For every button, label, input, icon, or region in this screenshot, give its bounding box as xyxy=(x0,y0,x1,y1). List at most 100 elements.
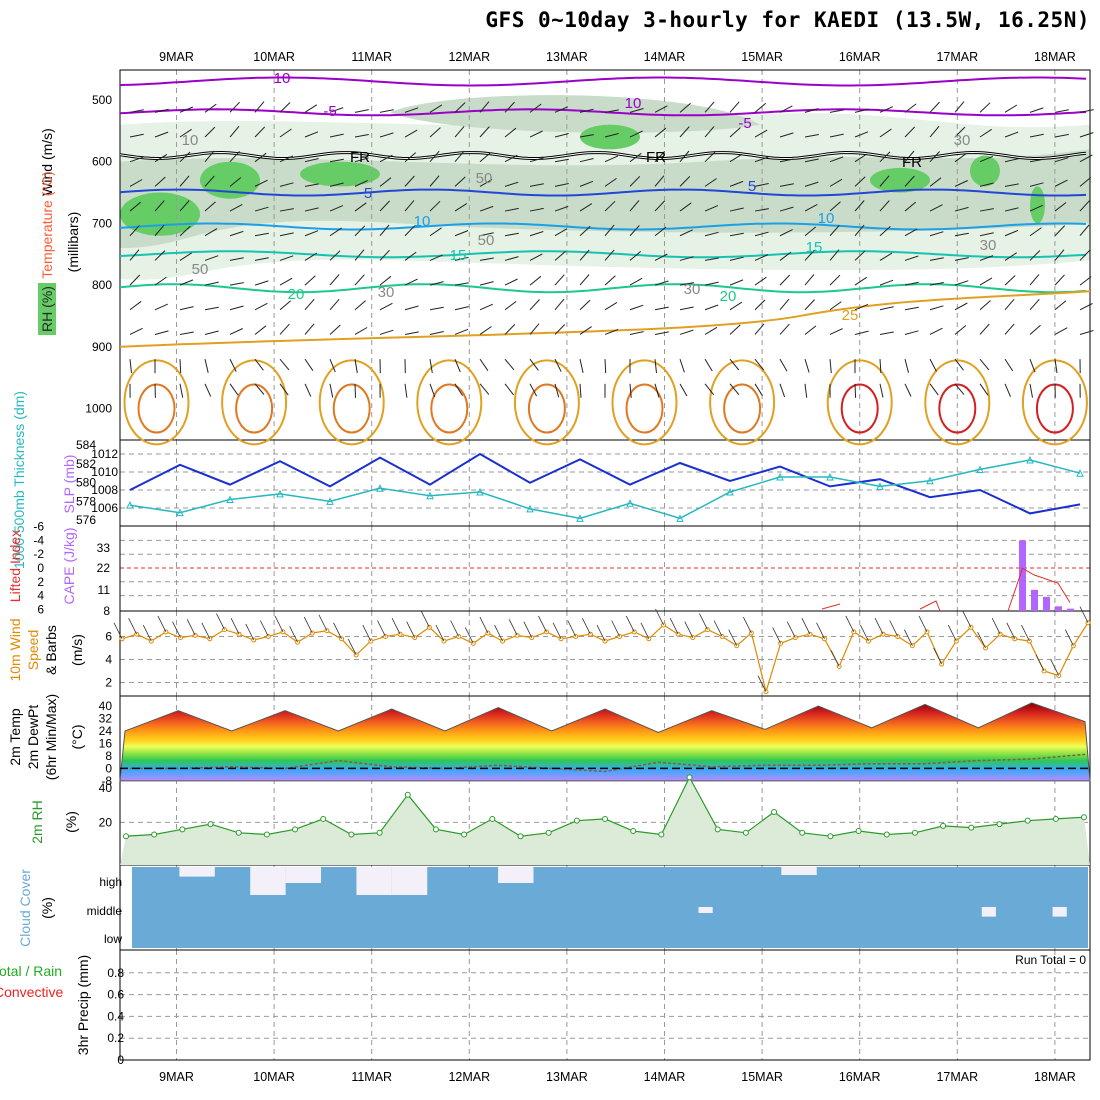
wind-barb xyxy=(554,274,565,286)
wind-barb xyxy=(729,301,743,311)
wind-barb xyxy=(654,383,660,398)
wind-barb xyxy=(329,158,344,163)
wind-barb xyxy=(554,205,569,212)
wind10-barb xyxy=(186,619,196,636)
slp-line xyxy=(129,452,1081,515)
wind-barb xyxy=(304,158,319,163)
wind-barb xyxy=(604,155,619,163)
contour-label: FR xyxy=(902,154,922,171)
wind10-barb xyxy=(538,615,547,633)
wind-barb xyxy=(179,331,194,335)
wind-barb xyxy=(479,205,494,212)
wind-barb xyxy=(779,323,790,335)
cape-tick: 33 xyxy=(97,541,111,555)
cloud-high-gap xyxy=(498,867,534,883)
wind10-barb xyxy=(860,624,869,642)
rh-marker xyxy=(292,826,299,833)
wind-barb xyxy=(254,383,265,395)
wind10-barb xyxy=(874,618,884,635)
thickness-marker xyxy=(126,501,134,509)
wind-barb xyxy=(504,383,514,396)
contour-label: -5 xyxy=(738,115,751,132)
wind-barb xyxy=(529,253,543,261)
wind-barb xyxy=(1054,109,1069,113)
run-total: Run Total = 0 xyxy=(1015,953,1086,967)
wind-barb xyxy=(304,207,319,212)
wind-barb xyxy=(804,274,815,286)
cloud-high-gap xyxy=(391,867,428,895)
ylabel-precip: 3hr Precip (mm) xyxy=(75,955,91,1055)
wind-barb xyxy=(1029,298,1040,311)
wind-barb xyxy=(729,101,740,113)
contour-label: 10 xyxy=(414,213,431,230)
wind-barb xyxy=(1079,154,1093,163)
wind-barb xyxy=(879,359,882,374)
wind-barb xyxy=(829,301,842,311)
wind-barb xyxy=(154,330,169,335)
wind-barb xyxy=(354,327,368,335)
wind-barb xyxy=(979,128,992,138)
rh-marker xyxy=(489,815,496,822)
wind-barb xyxy=(629,225,640,237)
wind-barb xyxy=(679,202,692,212)
wind-barb xyxy=(579,134,594,138)
rh-shade-70 xyxy=(580,124,640,150)
rh-marker xyxy=(461,831,468,838)
ylabel-rh-unit: (%) xyxy=(63,811,79,833)
wind-barb xyxy=(1079,303,1093,311)
contour-label: 15 xyxy=(806,239,823,256)
wind-barb xyxy=(529,207,544,212)
rh-marker xyxy=(827,833,834,840)
wind-barb xyxy=(954,325,967,335)
wind-barb xyxy=(129,249,140,261)
wind-barb xyxy=(379,302,393,311)
rh-marker xyxy=(432,826,439,833)
wind-barb xyxy=(379,200,390,212)
wind-barb xyxy=(579,203,593,212)
wind-barb xyxy=(329,274,340,286)
wind-barb xyxy=(354,179,368,187)
wind10-barb xyxy=(1035,654,1045,672)
rh-marker xyxy=(235,829,242,836)
wind-barb xyxy=(1029,204,1043,212)
rh-marker xyxy=(771,809,778,816)
wind-barb xyxy=(479,358,489,371)
wind-barb xyxy=(1079,249,1091,261)
wind-barb xyxy=(879,226,891,237)
wind-barb xyxy=(604,109,619,113)
wind-tick: 2 xyxy=(105,676,112,690)
wind-barb xyxy=(879,106,894,113)
wind-barb xyxy=(554,358,562,372)
wind-barb xyxy=(604,359,607,374)
wind-barb xyxy=(729,127,741,138)
wind-barb xyxy=(429,281,444,286)
chart-title: GFS 0~10day 3-hourly for KAEDI (13.5W, 1… xyxy=(485,8,1090,32)
thickness-marker xyxy=(226,495,234,504)
wind-barb xyxy=(179,151,191,163)
wind-barb xyxy=(129,274,141,286)
wind-barb xyxy=(379,132,394,138)
wind-barb xyxy=(579,180,594,187)
wind-barb xyxy=(754,183,769,187)
wind-barb xyxy=(529,130,543,138)
wind-barb xyxy=(879,252,893,261)
contour-label: 30 xyxy=(954,132,971,149)
wind-barb xyxy=(254,152,267,163)
wind-barb xyxy=(654,105,668,113)
wind10-barb xyxy=(816,622,825,639)
wind-barb xyxy=(454,282,469,286)
wind-barb xyxy=(504,232,519,237)
wind-barb xyxy=(429,331,444,335)
wind-barb xyxy=(604,224,615,237)
wind-barb xyxy=(779,132,794,138)
wind-barb xyxy=(279,383,289,396)
wind-barb xyxy=(754,102,767,113)
wind-barb xyxy=(554,383,560,398)
contour-label: 25 xyxy=(842,307,859,324)
wind-barb xyxy=(579,225,591,237)
wind-barb xyxy=(354,249,365,261)
wind-barb xyxy=(879,128,892,138)
ylabel-rh: RH (%) xyxy=(39,286,55,332)
wind-barb xyxy=(504,256,519,261)
date-label-top: 17MAR xyxy=(936,50,978,64)
